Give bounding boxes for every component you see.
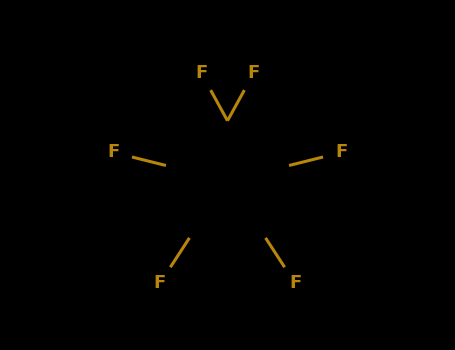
Text: F: F (248, 64, 260, 82)
Text: F: F (107, 144, 119, 161)
Text: F: F (154, 274, 166, 292)
Text: F: F (195, 64, 207, 82)
Text: F: F (336, 144, 348, 161)
Text: F: F (289, 274, 301, 292)
